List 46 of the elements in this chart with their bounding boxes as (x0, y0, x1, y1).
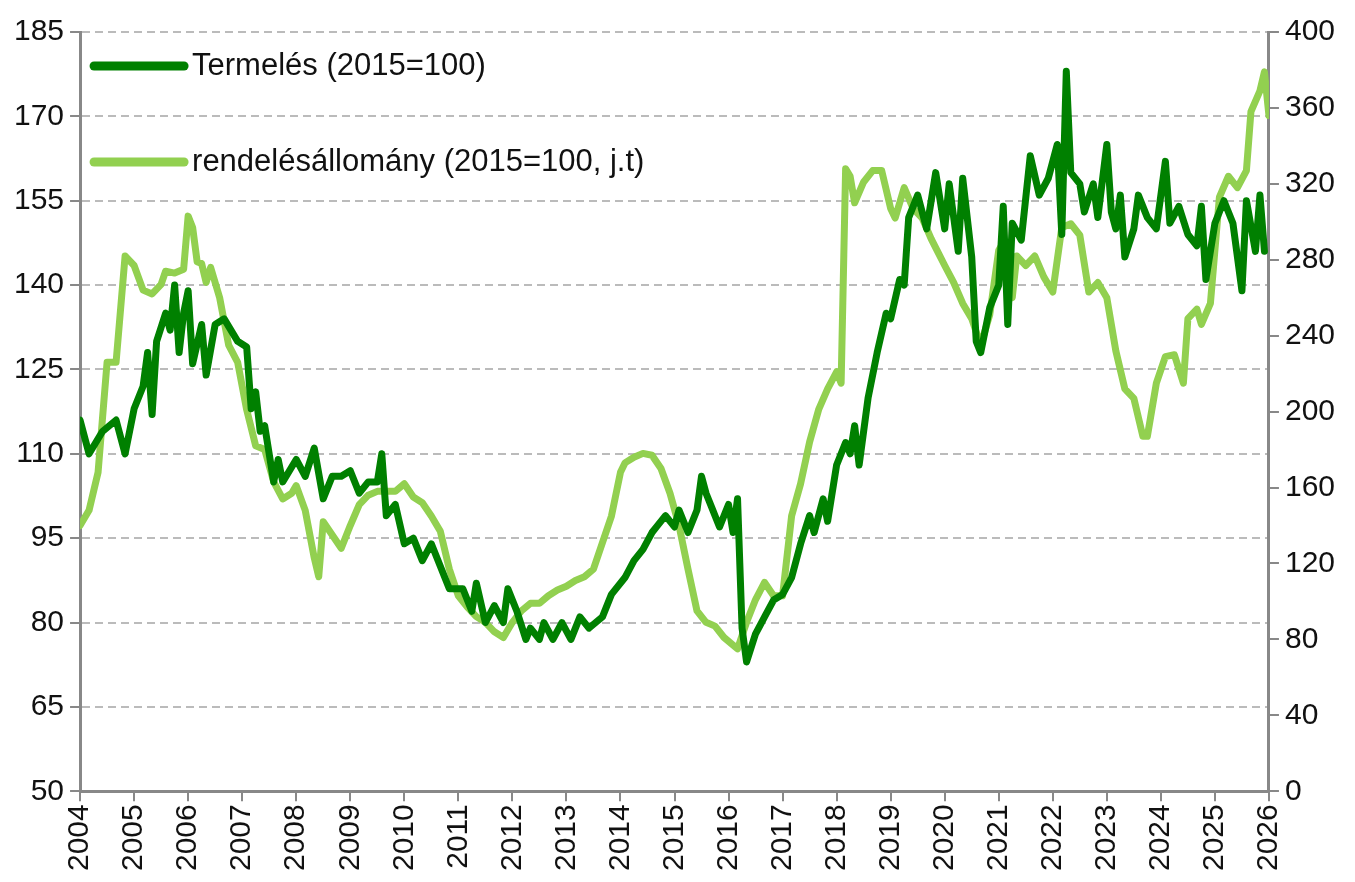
x-tick-label: 2023 (1088, 804, 1122, 872)
x-tick-label: 2021 (980, 804, 1014, 872)
y-tick-label: 110 (16, 435, 65, 469)
y2-tick-label: 280 (1284, 241, 1336, 275)
x-tick-label: 2022 (1034, 804, 1068, 872)
y-tick-label: 65 (30, 688, 65, 722)
legend-label: Termelés (2015=100) (192, 46, 486, 82)
x-tick-label: 2004 (61, 804, 95, 872)
y2-tick-label: 0 (1284, 772, 1302, 806)
x-tick-label: 2006 (169, 804, 203, 872)
y2-tick-label: 160 (1284, 468, 1336, 502)
y-tick-label: 155 (13, 181, 65, 215)
legend-label: rendelésállomány (2015=100, j.t) (192, 142, 645, 178)
y2-tick-label: 320 (1284, 165, 1336, 199)
x-tick-label: 2013 (547, 804, 581, 872)
x-tick-label: 2026 (1250, 804, 1284, 872)
x-tick-label: 2012 (493, 804, 527, 872)
y-tick-label: 125 (13, 350, 65, 384)
y2-tick-label: 400 (1284, 13, 1336, 47)
y2-tick-label: 40 (1284, 696, 1319, 730)
x-tick-label: 2020 (925, 804, 959, 872)
x-tick-label: 2005 (115, 804, 149, 872)
y-tick-label: 50 (30, 772, 65, 806)
x-tick-label: 2018 (817, 804, 851, 872)
y2-tick-label: 80 (1284, 620, 1319, 654)
x-tick-label: 2014 (601, 804, 635, 872)
x-tick-label: 2024 (1142, 804, 1176, 872)
y-tick-label: 80 (30, 603, 65, 637)
y-tick-label: 185 (13, 13, 65, 47)
x-tick-label: 2015 (655, 804, 689, 872)
x-tick-label: 2025 (1196, 804, 1230, 872)
y-tick-label: 95 (30, 519, 65, 553)
y2-tick-label: 360 (1284, 89, 1336, 123)
x-tick-label: 2017 (763, 804, 797, 872)
y2-tick-label: 200 (1284, 392, 1336, 426)
x-tick-label: 2011 (439, 804, 473, 869)
y2-tick-label: 240 (1284, 316, 1336, 350)
x-tick-label: 2008 (277, 804, 311, 872)
x-tick-label: 2010 (385, 804, 419, 872)
y-tick-label: 170 (13, 97, 65, 131)
x-tick-label: 2007 (223, 804, 257, 872)
y-tick-label: 140 (13, 266, 65, 300)
y2-tick-label: 120 (1284, 544, 1336, 578)
x-tick-label: 2019 (871, 804, 905, 872)
x-tick-label: 2009 (331, 804, 365, 872)
x-tick-label: 2016 (709, 804, 743, 872)
